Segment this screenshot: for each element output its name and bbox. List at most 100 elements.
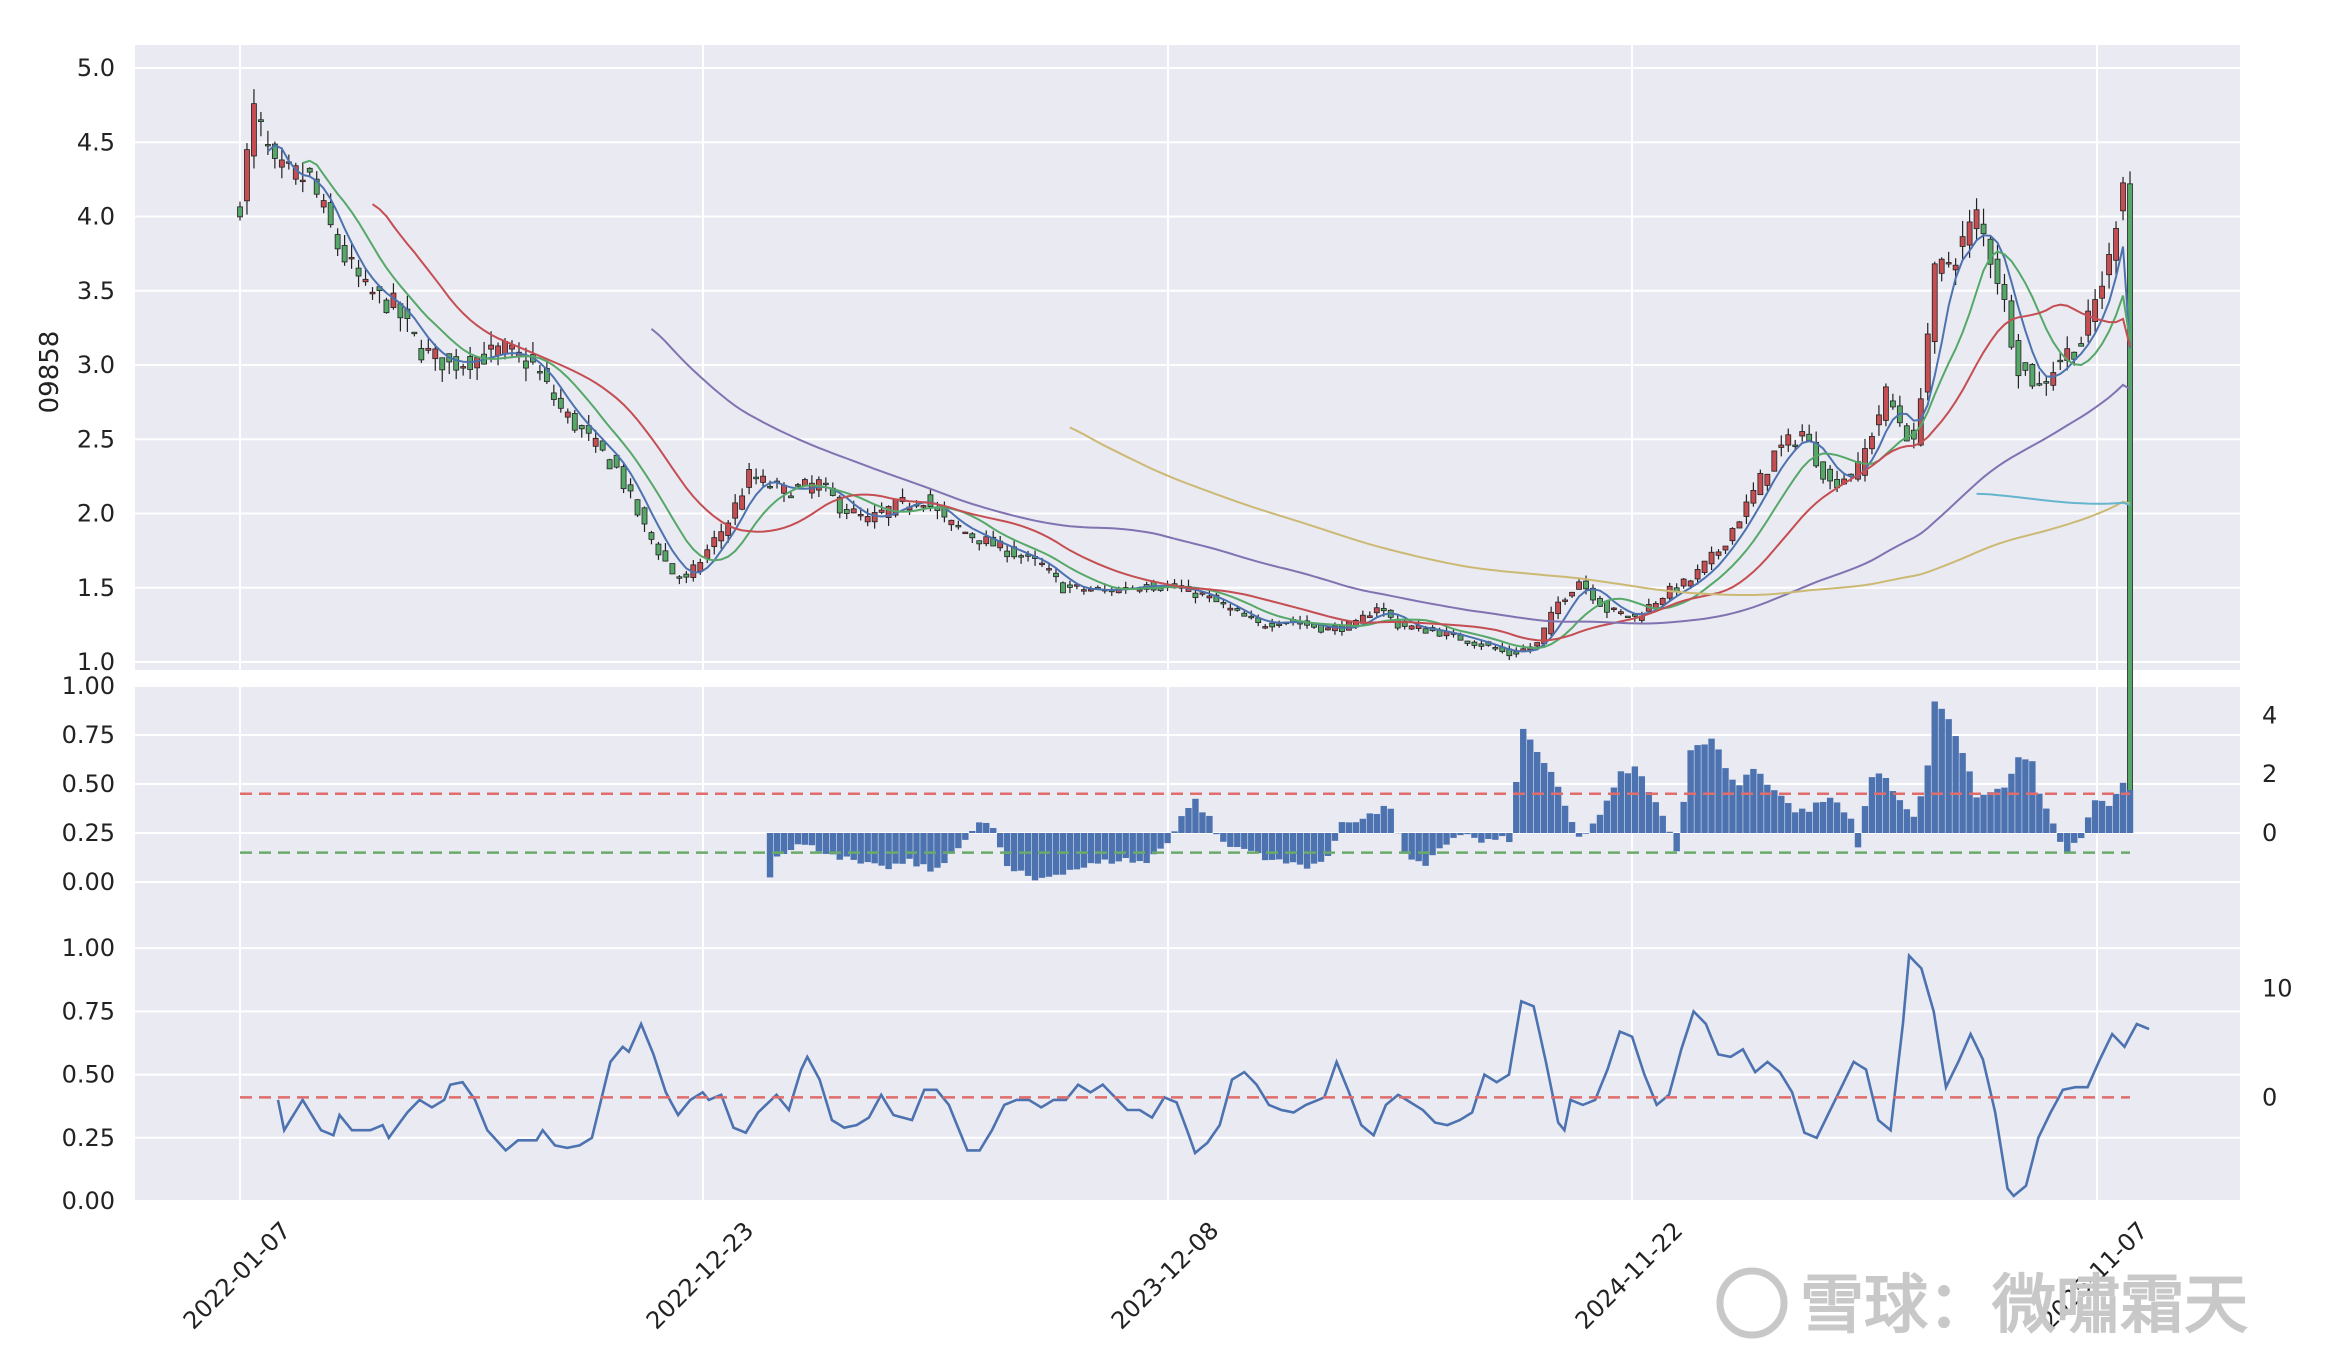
oscillator-bar xyxy=(1429,833,1436,856)
candle-body xyxy=(683,573,690,578)
oscillator-bar xyxy=(1401,833,1408,854)
candle-body xyxy=(1778,444,1785,448)
oscillator-bar xyxy=(1206,815,1213,833)
oscillator-bar xyxy=(1729,779,1736,833)
candle-body xyxy=(264,144,271,147)
candle-body xyxy=(760,475,766,483)
oscillator-line xyxy=(276,952,2150,1198)
oscillator-bar xyxy=(1031,833,1039,881)
oscillator-bar xyxy=(2022,759,2029,833)
oscillator-bar xyxy=(1296,833,1304,865)
oscillator-bar xyxy=(1115,833,1122,862)
oscillator-bar xyxy=(1554,786,1562,833)
candle-body xyxy=(1952,264,1959,271)
oscillator-bar xyxy=(1185,808,1192,833)
candle-body xyxy=(1408,625,1415,630)
candle-body xyxy=(1813,441,1820,467)
oscillator-bar xyxy=(878,833,885,866)
candle-body xyxy=(1227,607,1234,611)
candle-body xyxy=(655,543,662,556)
candle-body xyxy=(857,514,864,517)
candle-body xyxy=(1548,611,1555,635)
bar-panel-right-tick-label: 0 xyxy=(2262,819,2277,847)
candle-body xyxy=(2085,310,2092,336)
candle-body xyxy=(536,371,543,374)
oscillator-bar xyxy=(1680,801,1687,833)
oscillator-bar xyxy=(1199,812,1206,833)
oscillator-bar xyxy=(871,833,878,864)
oscillator-bar xyxy=(1073,833,1081,870)
candle-body xyxy=(2036,383,2043,386)
oscillator-bar xyxy=(850,833,857,860)
oscillator-bar xyxy=(1464,833,1471,835)
oscillator-bar xyxy=(948,833,955,854)
oscillator-bar xyxy=(2008,773,2015,833)
candle-body xyxy=(1080,589,1087,592)
price-y-tick-label: 1.0 xyxy=(77,648,115,676)
watermark: 雪球：微嘯霜天 xyxy=(1716,1267,2248,1343)
oscillator-bar xyxy=(2036,793,2043,833)
candle-body xyxy=(1945,262,1952,265)
oscillator-bar xyxy=(1275,833,1283,860)
candle-body xyxy=(1792,444,1799,447)
oscillator-bar xyxy=(1415,833,1422,862)
oscillator-bar xyxy=(1457,833,1464,836)
price-y-tick-label: 2.5 xyxy=(77,425,115,453)
oscillator-bar xyxy=(808,833,816,846)
candle-body xyxy=(2078,343,2085,347)
candle-body xyxy=(2022,362,2029,371)
candle-body xyxy=(1736,521,1743,529)
oscillator-bar xyxy=(969,831,976,833)
candle-body xyxy=(1980,223,1987,235)
candle-body xyxy=(955,525,962,528)
oscillator-bar xyxy=(1129,833,1136,863)
candle-body xyxy=(739,495,746,510)
price-axis-label: 09858 xyxy=(35,331,65,414)
candle-body xyxy=(1806,433,1813,442)
oscillator-bar xyxy=(1959,752,1966,833)
oscillator-bar xyxy=(1805,811,1813,833)
oscillator-bar xyxy=(1262,833,1269,861)
candle-body xyxy=(2120,182,2126,212)
oscillator-bar xyxy=(829,833,837,855)
candle-body xyxy=(1862,448,1868,476)
oscillator-bar xyxy=(1289,833,1297,863)
candle-body xyxy=(1220,602,1227,605)
candle-body xyxy=(788,495,794,499)
oscillator-bar xyxy=(1513,781,1520,833)
candle-body xyxy=(1053,572,1059,578)
candle-body xyxy=(306,167,313,173)
oscillator-bar xyxy=(1213,833,1220,835)
moving-average-lines xyxy=(267,144,2131,653)
candle-body xyxy=(662,550,669,562)
candle-body xyxy=(1708,551,1715,565)
oscillator-bar xyxy=(1499,833,1506,837)
candle-body xyxy=(418,348,425,361)
candle-body xyxy=(2015,340,2022,377)
candle-body xyxy=(1192,592,1199,599)
candle-body xyxy=(299,179,306,183)
candle-body xyxy=(495,345,501,356)
oscillator-bar xyxy=(1408,833,1415,860)
candle-body xyxy=(425,347,432,351)
candle-body xyxy=(1576,581,1582,590)
x-tick-label: 2023-12-08 xyxy=(1106,1216,1224,1334)
candle-body xyxy=(718,531,725,542)
candle-body xyxy=(1569,591,1575,597)
candle-body xyxy=(1729,528,1736,542)
oscillator-bar xyxy=(787,833,795,851)
candle-body xyxy=(1478,643,1485,647)
candle-body xyxy=(746,469,753,488)
oscillator-line-panel xyxy=(135,943,2240,1201)
oscillator-bars xyxy=(766,701,2134,881)
oscillator-bar xyxy=(1248,833,1255,851)
oscillator-bar xyxy=(1743,774,1750,833)
ma-250-line xyxy=(1976,492,2131,506)
candle-body xyxy=(2029,364,2036,387)
candle-body xyxy=(1241,612,1248,617)
oscillator-bar xyxy=(1387,808,1394,833)
oscillator-bar xyxy=(1540,763,1548,833)
oscillator-bar xyxy=(1903,809,1911,833)
candle-body xyxy=(1471,641,1478,646)
candle-body xyxy=(620,466,627,490)
